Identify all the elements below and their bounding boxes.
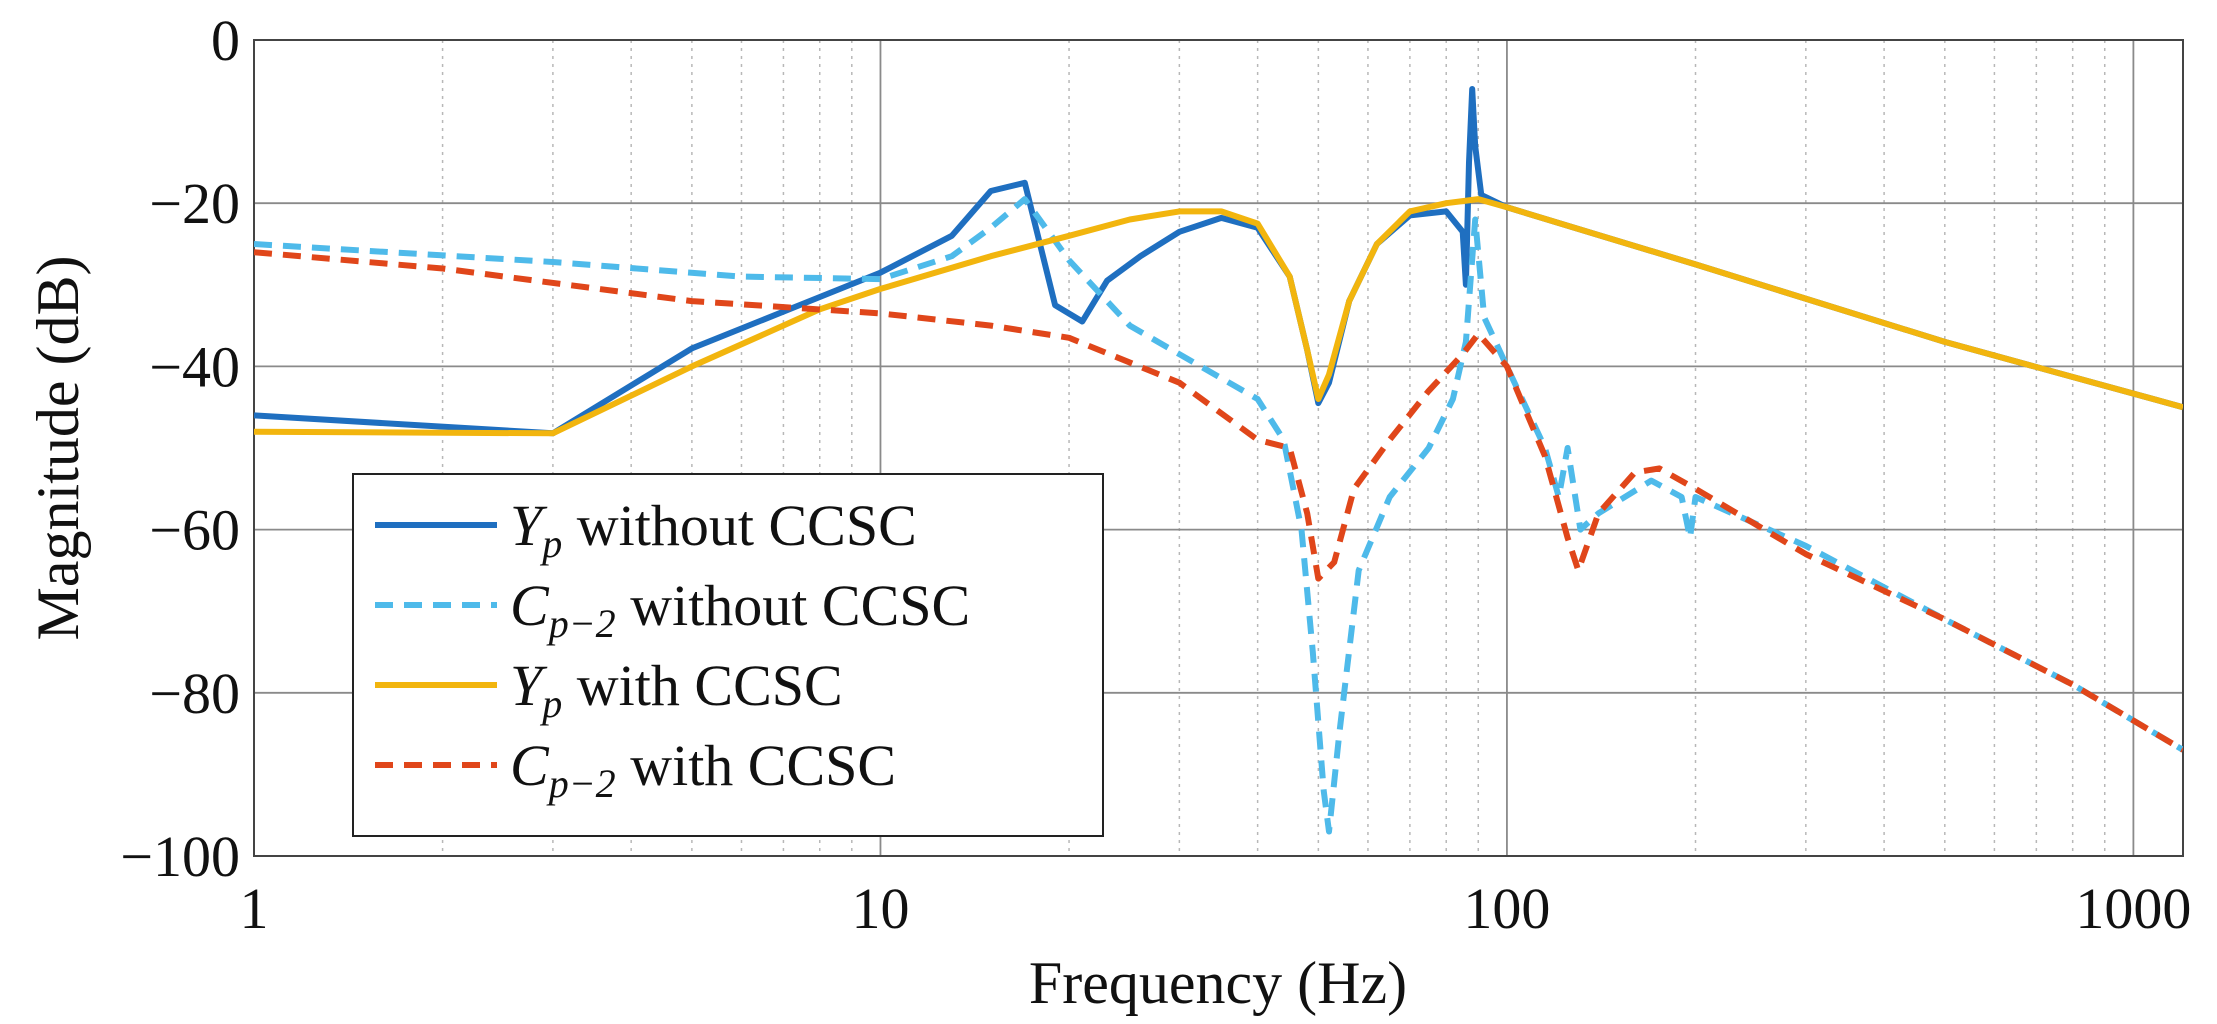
grid-minor [441,40,2106,856]
legend-label-3: Yp with CCSC [510,653,843,726]
legend-label-4: Cp−2 with CCSC [510,733,896,806]
legend-box [352,473,1104,837]
x-tick-label: 100 [1463,876,1550,941]
series-line-1 [254,86,2183,437]
legend-label-2: Cp−2 without CCSC [510,573,970,646]
x-axis-label: Frequency (Hz) [1029,950,1407,1016]
y-tick-label: 0 [211,8,240,73]
y-axis-label: Magnitude (dB) [25,256,91,641]
x-tick-label: 1000 [2075,876,2191,941]
y-tick-label: −20 [149,171,240,236]
series-line-3 [254,196,2183,437]
series-line-4 [254,249,2183,753]
series-layer [254,86,2183,835]
tick-labels: 1 10 100 1000 0 −20 −40 −60 −80 −100 [120,8,2191,941]
legend-label-1: Yp without CCSC [510,493,917,566]
x-tick-label: 1 [240,876,269,941]
y-tick-label: −40 [149,334,240,399]
series-line-2 [254,196,2183,835]
y-tick-label: −60 [149,498,240,563]
plot-frame [253,39,2184,857]
y-tick-label: −100 [120,824,240,889]
x-tick-label: 10 [851,876,909,941]
y-tick-label: −80 [149,661,240,726]
